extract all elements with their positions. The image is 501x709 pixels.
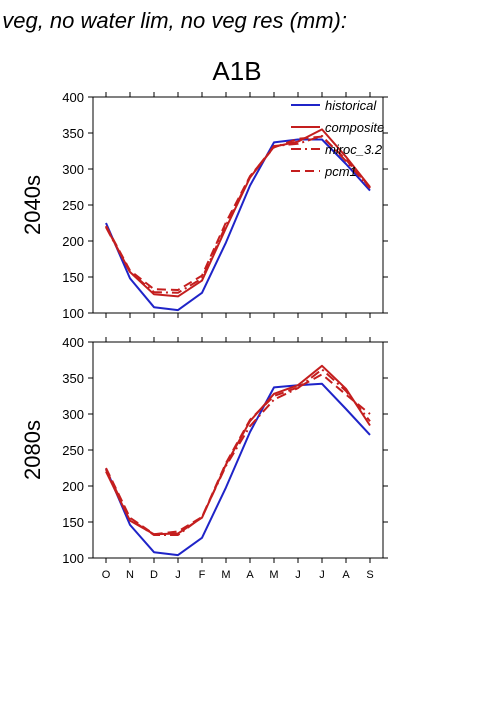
y-tick-label: 400 [62, 90, 84, 105]
panel-1: 100 150 200 250 300 350 400 2040s [20, 90, 388, 321]
legend: historical composite miroc_3.2 pcm1 [291, 98, 384, 179]
series-line-pcm1 [105, 135, 371, 291]
series-line-historical [105, 382, 371, 557]
x-tick-label: J [319, 569, 325, 581]
y-tick-label: 100 [62, 306, 84, 321]
x-tick-label: M [221, 569, 230, 581]
y-tick-label: 350 [62, 371, 84, 386]
y-tick-label: 350 [62, 126, 84, 141]
legend-label: miroc_3.2 [325, 142, 383, 157]
x-tick-label: J [175, 569, 181, 581]
x-tick-label: D [150, 569, 158, 581]
y-tick-label: 400 [62, 335, 84, 350]
y-tick-label: 250 [62, 198, 84, 213]
y-tick-label: 250 [62, 443, 84, 458]
x-tick-label: M [269, 569, 278, 581]
plot-frame [92, 341, 384, 559]
panel-2: 100 150 200 250 300 350 400 2080s [20, 335, 388, 566]
y-tick-label: 100 [62, 551, 84, 566]
series-line-historical [105, 138, 371, 312]
x-tick-label: N [126, 569, 134, 581]
legend-label: composite [325, 120, 384, 135]
y-tick-label: 150 [62, 270, 84, 285]
x-tick-label: F [199, 569, 206, 581]
y-tick-label: 200 [62, 234, 84, 249]
legend-label: pcm1 [324, 164, 357, 179]
y-tick-label: 300 [62, 162, 84, 177]
y-axis-label: 2040s [20, 175, 45, 235]
x-tick-label: O [102, 569, 111, 581]
series-line-pcm1 [105, 373, 371, 536]
y-tick-label: 200 [62, 479, 84, 494]
series-line-miroc-3-2 [105, 368, 371, 536]
page-title: f veg, no water lim, no veg res (mm): [0, 8, 347, 33]
series-line-miroc-3-2 [105, 134, 371, 294]
legend-label: historical [325, 98, 377, 113]
x-tick-label: A [246, 569, 254, 581]
x-tick-label: J [295, 569, 301, 581]
scenario-title: A1B [212, 56, 261, 86]
y-tick-label: 150 [62, 515, 84, 530]
series-line-composite [105, 364, 371, 536]
y-axis-label: 2080s [20, 420, 45, 480]
series-line-composite [105, 128, 371, 298]
x-tick-label: S [366, 569, 373, 581]
x-tick-label: A [342, 569, 350, 581]
y-tick-label: 300 [62, 407, 84, 422]
